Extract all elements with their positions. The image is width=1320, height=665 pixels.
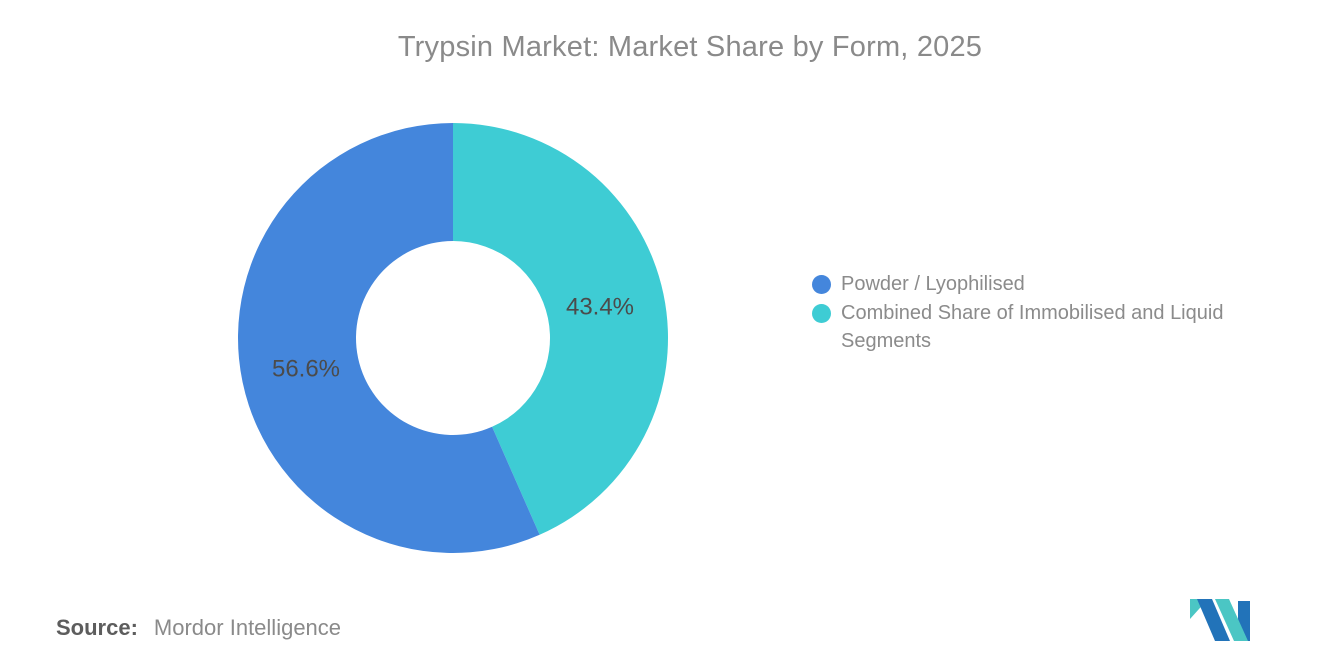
- legend-dot-combined-icon: [812, 304, 831, 323]
- mordor-intelligence-logo: [1190, 599, 1250, 641]
- donut-slices: [238, 123, 669, 553]
- legend-label-powder: Powder / Lyophilised: [841, 273, 1025, 295]
- slice-label-combined: 43.4%: [566, 294, 634, 321]
- chart-legend: Powder / Lyophilised Combined Share of I…: [812, 270, 1286, 355]
- donut-chart: 56.6% 43.4%: [238, 123, 669, 553]
- legend-dot-powder-icon: [812, 275, 831, 294]
- chart-title: Trypsin Market: Market Share by Form, 20…: [397, 31, 983, 63]
- legend-label-combined: Combined Share of Immobilised and Liquid…: [841, 302, 1224, 352]
- legend-item-powder: Powder / Lyophilised: [812, 270, 1286, 298]
- slice-label-powder: 56.6%: [272, 356, 340, 383]
- source-row: Source: Mordor Intelligence: [56, 613, 341, 643]
- source-label: Source:: [56, 615, 138, 640]
- legend-item-combined: Combined Share of Immobilised and Liquid…: [812, 299, 1286, 355]
- donut-slice-1: [453, 123, 669, 535]
- source-value: Mordor Intelligence: [153, 615, 342, 640]
- logo-shape-teal-diagonal: [1215, 599, 1248, 641]
- donut-slice-0: [238, 123, 540, 553]
- logo-shape-blue-diagonal: [1197, 599, 1230, 641]
